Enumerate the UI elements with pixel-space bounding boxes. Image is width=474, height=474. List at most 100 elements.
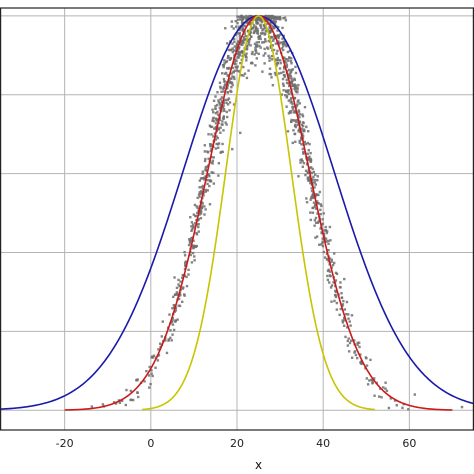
scatter-point	[221, 142, 224, 146]
scatter-point	[333, 299, 336, 303]
scatter-point	[292, 111, 295, 114]
scatter-point	[236, 65, 239, 68]
scatter-point	[223, 59, 226, 62]
scatter-point	[148, 386, 151, 389]
scatter-point	[281, 82, 285, 85]
scatter-point	[230, 72, 233, 75]
scatter-point	[246, 20, 249, 24]
scatter-point	[276, 29, 279, 32]
scatter-point	[199, 217, 203, 220]
scatter-point	[327, 248, 330, 252]
scatter-point	[274, 73, 278, 77]
scatter-point	[259, 37, 262, 41]
scatter-point	[281, 37, 284, 40]
scatter-point	[297, 128, 301, 132]
scatter-point	[289, 60, 293, 63]
scatter-point	[201, 202, 205, 205]
scatter-point	[214, 107, 217, 110]
scatter-point	[272, 39, 275, 42]
scatter-point	[184, 261, 187, 264]
scatter-point	[234, 46, 238, 50]
scatter-point	[256, 21, 260, 24]
scatter-point	[247, 38, 251, 42]
scatter-point	[269, 18, 272, 21]
scatter-point	[263, 62, 266, 65]
scatter-point	[283, 59, 286, 63]
scatter-point	[204, 165, 208, 169]
scatter-point	[190, 239, 193, 242]
scatter-point	[230, 25, 233, 28]
scatter-point	[275, 59, 278, 62]
scatter-point	[254, 64, 257, 67]
scatter-point	[221, 72, 224, 75]
scatter-point	[211, 159, 215, 163]
scatter-point	[332, 252, 336, 255]
scatter-point	[283, 16, 287, 19]
scatter-point	[330, 300, 333, 303]
scatter-point	[345, 312, 348, 316]
scatter-point	[268, 31, 272, 34]
scatter-point	[284, 93, 287, 97]
scatter-point	[294, 140, 297, 144]
scatter-point	[301, 134, 305, 138]
x-tick-label-1: 0	[147, 437, 154, 450]
scatter-point	[368, 379, 371, 382]
scatter-point	[240, 22, 244, 25]
scatter-point	[358, 345, 361, 349]
scatter-point	[282, 89, 285, 92]
scatter-point	[312, 192, 315, 195]
scatter-point	[281, 77, 285, 81]
scatter-point	[240, 40, 244, 43]
scatter-point	[240, 41, 244, 45]
scatter-point	[267, 15, 271, 18]
scatter-point	[212, 182, 216, 185]
scatter-point	[245, 59, 248, 62]
scatter-point	[283, 67, 286, 70]
scatter-point	[171, 307, 174, 310]
scatter-point	[257, 40, 261, 44]
scatter-point	[373, 394, 376, 397]
scatter-point	[130, 398, 133, 401]
scatter-point	[306, 177, 310, 181]
scatter-point	[257, 37, 260, 40]
scatter-point	[268, 59, 271, 62]
scatter-point	[219, 126, 222, 129]
scatter-point	[319, 203, 323, 206]
scatter-point	[218, 102, 222, 105]
scatter-point	[204, 208, 207, 211]
scatter-point	[294, 71, 298, 75]
scatter-point	[268, 56, 271, 60]
scatter-point	[188, 241, 192, 245]
scatter-point	[160, 335, 164, 338]
scatter-point	[229, 48, 232, 52]
scatter-point	[176, 318, 179, 321]
scatter-point	[235, 69, 239, 72]
scatter-point	[324, 237, 328, 240]
scatter-point	[285, 95, 289, 98]
scatter-point	[263, 27, 267, 30]
scatter-point	[283, 75, 286, 78]
scatter-point	[254, 26, 258, 30]
scatter-point	[242, 28, 245, 32]
scatter-point	[281, 26, 284, 30]
scatter-point	[170, 320, 174, 324]
scatter-point	[300, 136, 303, 139]
scatter-point	[203, 205, 206, 208]
scatter-point	[226, 98, 229, 102]
scatter-point	[305, 201, 309, 204]
scatter-point	[222, 87, 225, 91]
scatter-point	[191, 244, 195, 248]
scatter-point	[290, 120, 293, 123]
scatter-point	[212, 171, 215, 174]
scatter-point	[175, 291, 179, 294]
scatter-point	[342, 316, 346, 320]
scatter-point	[228, 58, 232, 61]
scatter-point	[341, 319, 344, 322]
scatter-point	[254, 46, 257, 50]
scatter-point	[196, 196, 199, 200]
scatter-point	[197, 230, 200, 233]
scatter-point	[270, 76, 273, 79]
scatter-point	[308, 176, 311, 180]
scatter-point	[207, 133, 210, 136]
scatter-point	[221, 120, 224, 123]
